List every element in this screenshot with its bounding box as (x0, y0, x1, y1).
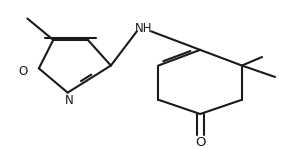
Text: O: O (195, 136, 205, 149)
Text: N: N (65, 94, 73, 107)
Text: O: O (18, 65, 28, 78)
Text: NH: NH (135, 22, 153, 35)
